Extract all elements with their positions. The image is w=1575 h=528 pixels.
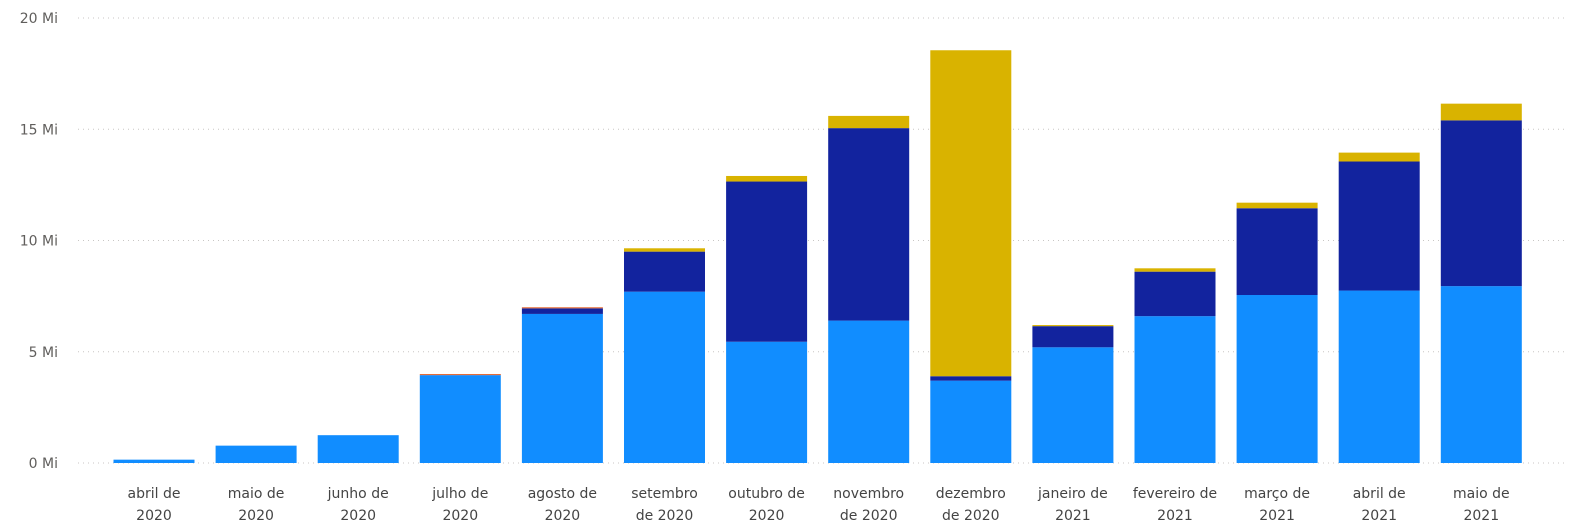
bar-segment[interactable] [521,313,603,463]
y-tick-label: 5 Mi [29,345,58,361]
x-tick-label: junho de [327,486,389,502]
x-tick-label: 2021 [1463,508,1499,524]
bar-segment[interactable] [828,320,910,463]
y-axis-ticks: 0 Mi 5 Mi 10 Mi 15 Mi 20 Mi [20,11,58,472]
bar-segment[interactable] [1032,347,1114,463]
x-tick-label: janeiro de [1037,486,1108,502]
bars [113,50,1522,463]
x-tick-label: março de [1244,486,1310,502]
x-tick-label: julho de [431,486,488,502]
y-tick-label: 15 Mi [20,122,58,138]
x-tick-label: maio de [1453,486,1510,502]
y-tick-label: 20 Mi [20,11,58,27]
bar-segment[interactable] [1440,286,1522,463]
bar-segment[interactable] [1236,202,1318,209]
bar-segment[interactable] [828,115,910,129]
bar-segment[interactable] [1440,103,1522,121]
bar-segment[interactable] [1236,295,1318,463]
bar-segment[interactable] [1440,120,1522,287]
bar-segment[interactable] [113,459,195,463]
x-tick-label: 2020 [136,508,172,524]
bar-segment[interactable] [1338,152,1420,162]
bar-segment[interactable] [726,181,808,342]
x-tick-label: 2020 [545,508,581,524]
x-tick-label: de 2020 [942,508,1000,524]
x-tick-label: 2021 [1157,508,1193,524]
bar-segment[interactable] [930,376,1012,381]
bar-segment[interactable] [624,291,705,463]
bar-segment[interactable] [726,341,808,463]
bar-segment[interactable] [930,380,1012,463]
x-tick-label: 2020 [442,508,478,524]
x-tick-label: 2021 [1361,508,1397,524]
bar-segment[interactable] [828,128,910,321]
bar-segment[interactable] [1134,316,1216,463]
bar-segment[interactable] [419,375,501,463]
x-tick-label: 2021 [1055,508,1091,524]
x-tick-label: agosto de [528,486,597,502]
bar-segment[interactable] [419,374,501,376]
gridlines [78,17,1568,464]
x-tick-label: abril de [128,486,181,502]
bar-segment[interactable] [317,435,399,463]
x-tick-label: 2021 [1259,508,1295,524]
bar-segment[interactable] [215,445,297,463]
x-tick-label: maio de [228,486,285,502]
x-tick-label: 2020 [238,508,274,524]
bar-segment[interactable] [624,251,705,292]
x-tick-label: outubro de [728,486,805,502]
x-tick-label: de 2020 [636,508,694,524]
bar-segment[interactable] [930,50,1012,377]
y-tick-label: 0 Mi [29,456,58,472]
x-axis-labels: abril de 2020 maio de 2020 junho de 2020 julho… [128,486,1510,524]
bar-segment[interactable] [1338,161,1420,291]
bar-segment[interactable] [1134,268,1216,272]
x-tick-label: fevereiro de [1133,486,1217,502]
bar-segment[interactable] [521,308,603,314]
x-tick-label: 2020 [749,508,785,524]
bar-segment[interactable] [624,248,705,252]
bar-segment[interactable] [1032,325,1114,327]
bar-segment[interactable] [1338,290,1420,463]
bar-segment[interactable] [1032,326,1114,348]
x-tick-label: de 2020 [840,508,898,524]
bar-segment[interactable] [521,307,603,309]
x-tick-label: setembro [631,486,698,502]
y-tick-label: 10 Mi [20,234,58,250]
x-tick-label: dezembro [936,486,1006,502]
x-tick-label: 2020 [340,508,376,524]
bar-segment[interactable] [726,175,808,182]
x-tick-label: abril de [1353,486,1406,502]
bar-segment[interactable] [1236,208,1318,296]
x-tick-label: novembro [833,486,904,502]
bar-segment[interactable] [1134,271,1216,317]
